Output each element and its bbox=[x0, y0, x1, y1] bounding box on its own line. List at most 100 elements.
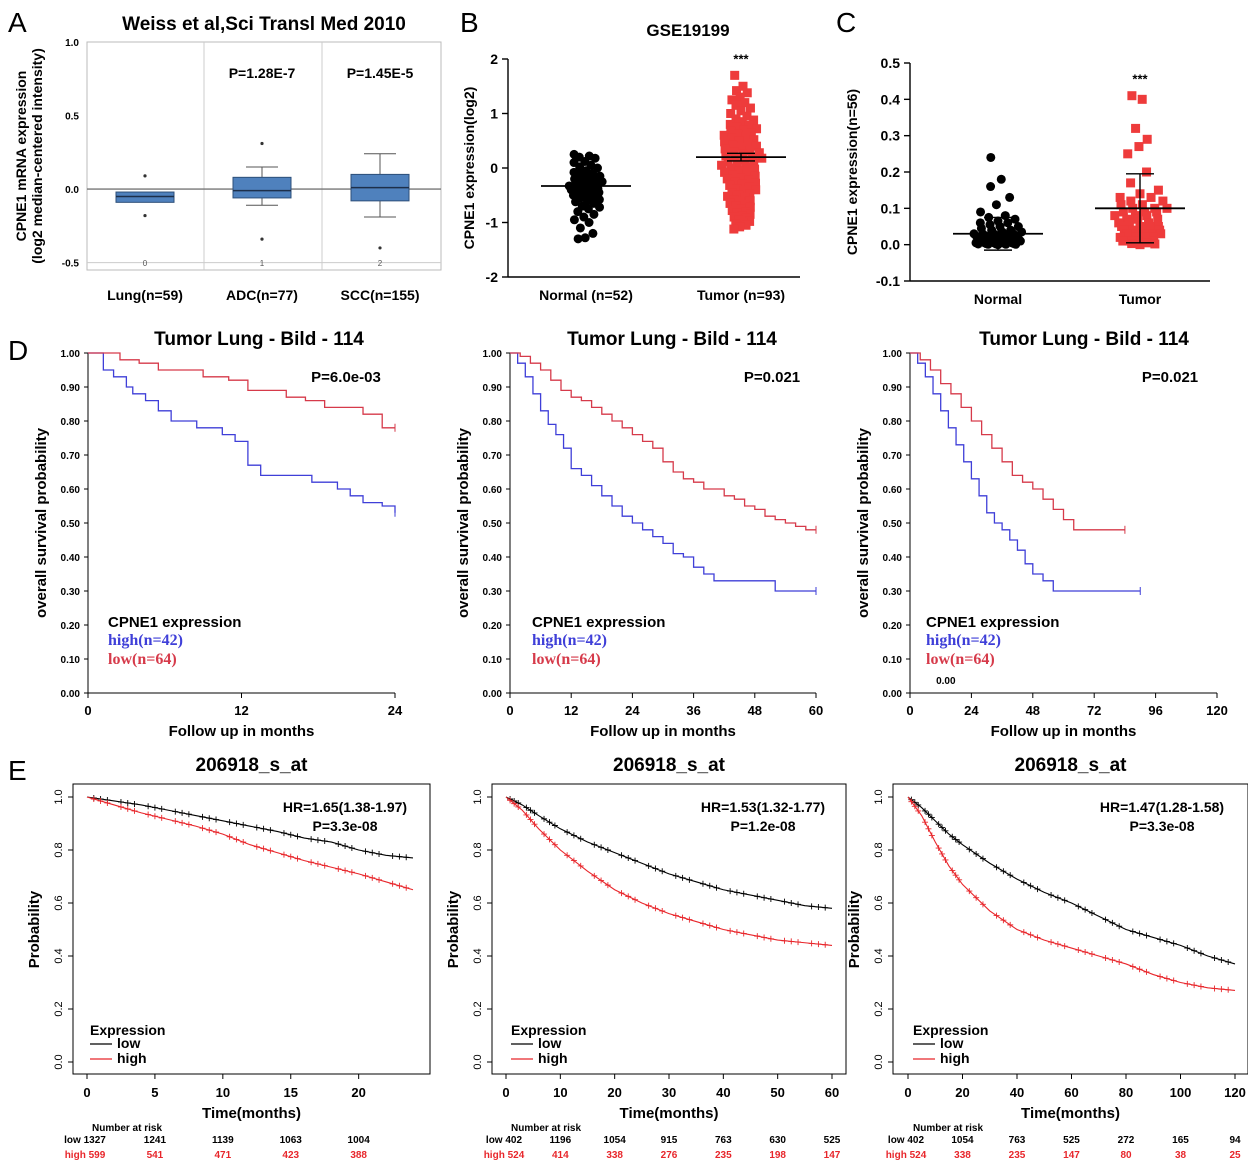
x-axis-label: Time(months) bbox=[620, 1105, 719, 1122]
risk-table-low: low 402 bbox=[888, 1135, 925, 1146]
censor-mark bbox=[815, 941, 822, 948]
x-tick-label: 80 bbox=[1119, 1085, 1133, 1100]
y-tick-label: 0.4 bbox=[472, 948, 484, 963]
censor-mark bbox=[308, 859, 315, 866]
x-tick-label: 15 bbox=[284, 1085, 298, 1100]
censor-mark bbox=[1048, 892, 1055, 899]
scatter-point bbox=[1142, 211, 1152, 221]
y-tick-label: 0.40 bbox=[61, 553, 81, 564]
censor-mark bbox=[1184, 980, 1191, 987]
panel-c-scatter: 0.5 0.4 0.3 0.2 0.1 0.0 -0.1 CPNE1 expression(n… bbox=[844, 55, 1210, 307]
p-value: P=3.3e-08 bbox=[1130, 818, 1195, 834]
risk-table-high: 541 bbox=[147, 1150, 164, 1161]
scatter-point bbox=[738, 149, 748, 159]
survival-line-low bbox=[910, 352, 1125, 531]
panel-d3-survival: Tumor Lung - Bild - 114 1.00 0.90 0.80 0.70 0… bbox=[855, 329, 1228, 740]
y-tick-label: 0.30 bbox=[883, 587, 903, 598]
scatter-point bbox=[1126, 196, 1136, 206]
censor-mark bbox=[185, 821, 192, 828]
x-category-label: Normal bbox=[974, 291, 1022, 307]
scatter-point bbox=[1140, 232, 1150, 242]
censor-mark bbox=[1197, 983, 1204, 990]
censor-mark bbox=[1225, 958, 1232, 965]
scatter-point bbox=[751, 178, 761, 188]
scatter-point bbox=[751, 141, 761, 151]
km-line-high bbox=[86, 796, 414, 891]
risk-table-low: 94 bbox=[1229, 1135, 1241, 1146]
scatter-point bbox=[740, 193, 750, 203]
risk-table-low: 1139 bbox=[212, 1135, 234, 1146]
p-value-annotation: P=1.28E-7 bbox=[229, 65, 296, 81]
scatter-point bbox=[745, 202, 755, 212]
censor-mark bbox=[564, 852, 571, 859]
scatter-point bbox=[733, 129, 743, 139]
y-tick-label: 0.90 bbox=[883, 383, 903, 394]
chart-title: 206918_s_at bbox=[613, 755, 726, 776]
censor-mark bbox=[124, 799, 131, 806]
censor-mark bbox=[260, 845, 267, 852]
censor-mark bbox=[267, 827, 274, 834]
censor-mark bbox=[761, 894, 768, 901]
y-tick-label: 0.80 bbox=[483, 417, 503, 428]
censor-mark bbox=[376, 876, 383, 883]
x-category-label: Tumor (n=93) bbox=[697, 287, 785, 303]
censor-mark bbox=[1034, 934, 1041, 941]
scatter-point bbox=[737, 179, 747, 189]
censor-mark bbox=[1143, 932, 1150, 939]
censor-mark bbox=[915, 801, 922, 808]
scatter-point bbox=[583, 204, 593, 214]
scatter-point bbox=[973, 239, 983, 249]
x-tick-label: 48 bbox=[1026, 703, 1040, 718]
significance-label: *** bbox=[1132, 72, 1148, 87]
scatter-point bbox=[732, 86, 742, 96]
censor-mark bbox=[625, 893, 632, 900]
censor-mark bbox=[915, 807, 922, 814]
scatter-point bbox=[1116, 200, 1126, 210]
scatter-point bbox=[734, 136, 744, 146]
chart-title: Tumor Lung - Bild - 114 bbox=[154, 329, 364, 350]
y-tick-label: 0.10 bbox=[61, 655, 81, 666]
censor-mark bbox=[1082, 906, 1089, 913]
censor-mark bbox=[1157, 973, 1164, 980]
scatter-point bbox=[1133, 214, 1143, 224]
censor-mark bbox=[1061, 897, 1068, 904]
chart-title: 206918_s_at bbox=[196, 755, 309, 776]
censor-mark bbox=[280, 830, 287, 837]
scatter-point bbox=[726, 126, 736, 136]
censor-mark bbox=[253, 824, 260, 831]
survival-line-low bbox=[510, 352, 816, 531]
panel-letter-d: D bbox=[8, 335, 28, 366]
y-tick-label: 0.4 bbox=[873, 948, 885, 963]
scatter-point bbox=[729, 224, 739, 234]
censor-mark bbox=[546, 836, 553, 843]
y-tick-label: 0.00 bbox=[61, 689, 81, 700]
risk-table-label: Number at risk bbox=[913, 1123, 983, 1134]
scatter-point bbox=[720, 167, 730, 177]
scatter-point bbox=[725, 180, 735, 190]
censor-mark bbox=[158, 814, 165, 821]
censor-mark bbox=[1082, 949, 1089, 956]
x-tick-label: 120 bbox=[1224, 1085, 1246, 1100]
censor-mark bbox=[699, 920, 706, 927]
scatter-point bbox=[1010, 214, 1020, 224]
panel-e2-km: 206918_s_at 0.0 0.2 0.4 0.6 0.8 1.0 Probability… bbox=[445, 755, 847, 1161]
scatter-point bbox=[746, 128, 756, 138]
y-tick-label: 0.6 bbox=[873, 895, 885, 910]
censor-mark bbox=[973, 894, 980, 901]
censor-mark bbox=[1163, 975, 1170, 982]
censor-mark bbox=[1109, 919, 1116, 926]
scatter-point bbox=[1126, 178, 1136, 188]
censor-mark bbox=[928, 832, 935, 839]
censor-mark bbox=[672, 872, 679, 879]
risk-table-high: 338 bbox=[606, 1150, 623, 1161]
x-category-label: SCC(n=155) bbox=[341, 287, 420, 303]
extra-label: 0.00 bbox=[936, 676, 956, 687]
scatter-point bbox=[742, 111, 752, 121]
x-tick-label: 10 bbox=[216, 1085, 230, 1100]
censor-mark bbox=[260, 825, 267, 832]
censor-mark bbox=[706, 882, 713, 889]
censor-mark bbox=[795, 901, 802, 908]
censor-mark bbox=[645, 902, 652, 909]
legend-entry-high: high bbox=[117, 1050, 147, 1066]
